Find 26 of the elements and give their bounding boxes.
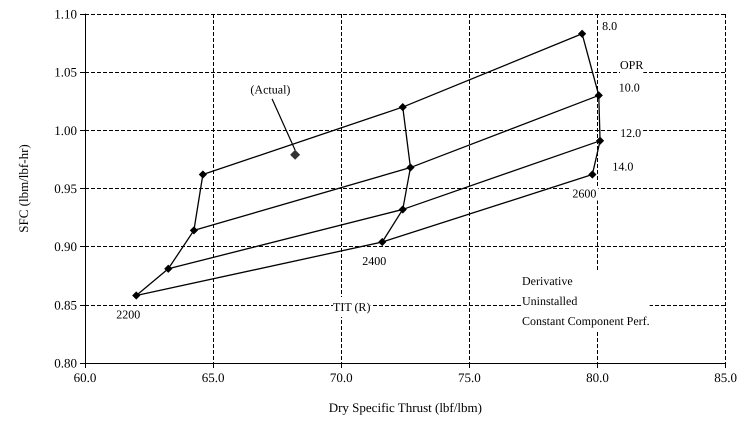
x-axis-title: Dry Specific Thrust (lbf/lbm) [328, 400, 482, 415]
series-label: 2400 [362, 254, 386, 268]
y-tick-label: 0.95 [54, 181, 77, 196]
y-tick-label: 1.10 [54, 6, 77, 22]
series-label: 8.0 [602, 18, 618, 33]
y-axis-title: SFC (lbm/lbf-hr) [16, 144, 31, 233]
annotation: OPR [620, 58, 644, 72]
series-label: 12.0 [620, 126, 642, 140]
annotation: (Actual) [250, 82, 290, 96]
series-label: 2200 [116, 308, 140, 322]
y-tick-label: 1.05 [54, 64, 77, 80]
x-tick-label: 65.0 [202, 370, 224, 385]
x-tick-label: 80.0 [586, 370, 609, 385]
y-tick-label: 0.80 [54, 356, 77, 370]
y-tick-label: 1.00 [54, 122, 77, 138]
series-label: 2600 [572, 186, 596, 201]
annotation: TIT (R) [333, 300, 370, 314]
annotation: Derivative Uninstalled Constant Component Perf. [522, 274, 650, 328]
series-label: 14.0 [612, 160, 634, 174]
x-tick-label: 60.0 [74, 370, 96, 385]
x-tick-label: 75.0 [458, 370, 481, 385]
x-tick-label: 70.0 [330, 370, 353, 385]
y-tick-label: 0.85 [54, 297, 77, 312]
series-label: 10.0 [618, 80, 640, 94]
x-tick-label: 85.0 [714, 370, 737, 385]
y-tick-label: 0.90 [54, 239, 77, 254]
